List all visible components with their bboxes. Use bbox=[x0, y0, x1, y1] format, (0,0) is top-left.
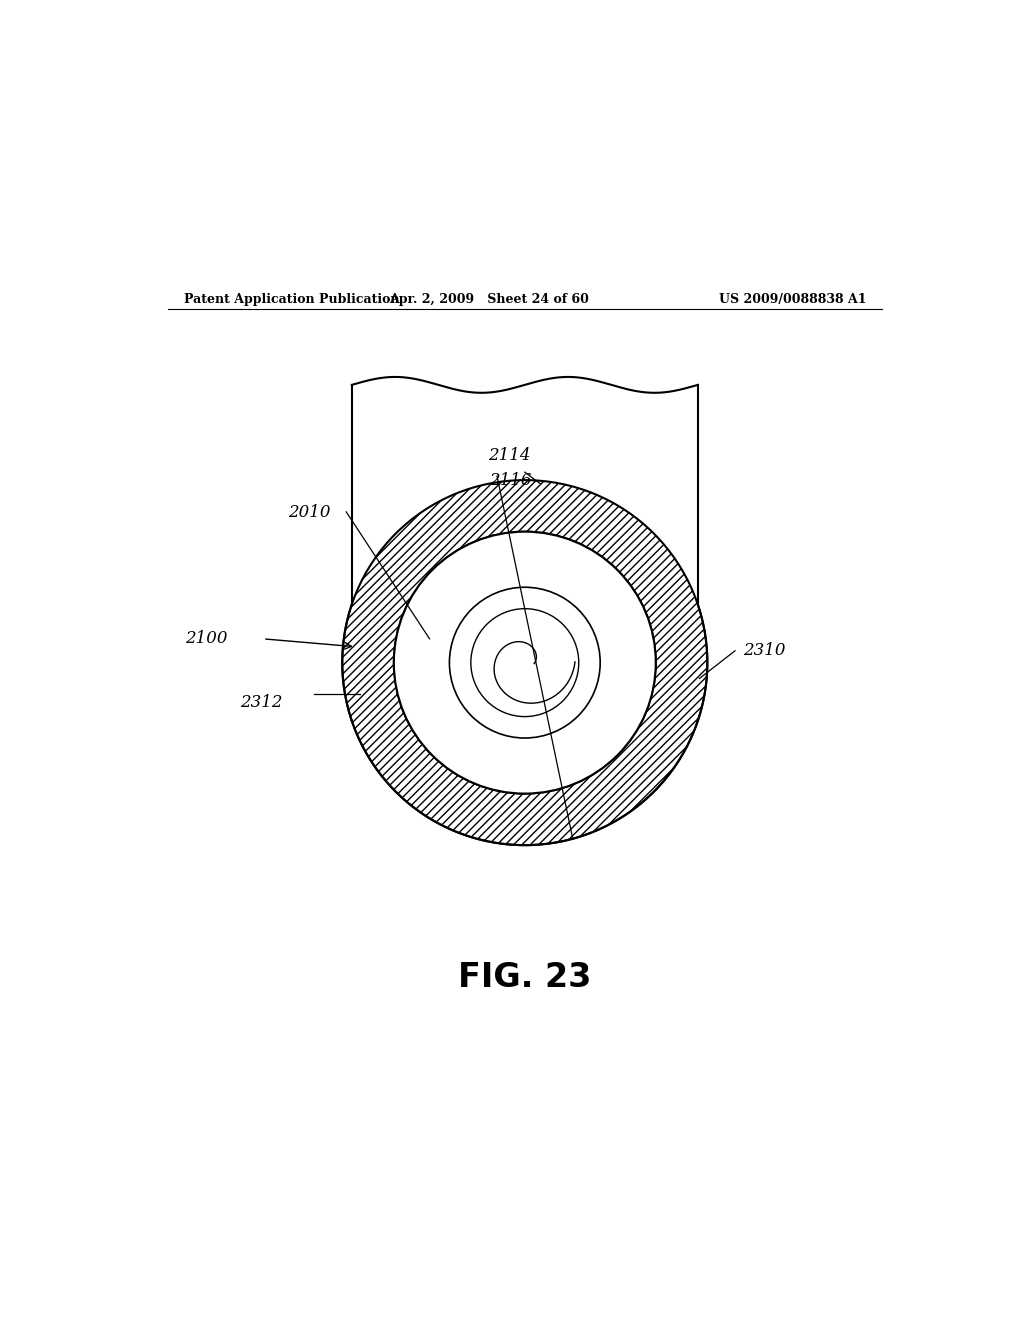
Text: Patent Application Publication: Patent Application Publication bbox=[183, 293, 399, 306]
Wedge shape bbox=[342, 480, 708, 845]
Circle shape bbox=[450, 587, 600, 738]
Text: FIG. 23: FIG. 23 bbox=[458, 961, 592, 994]
Text: 2116: 2116 bbox=[489, 473, 531, 490]
Text: 2010: 2010 bbox=[288, 504, 331, 521]
Text: Apr. 2, 2009   Sheet 24 of 60: Apr. 2, 2009 Sheet 24 of 60 bbox=[389, 293, 589, 306]
Text: 2114: 2114 bbox=[487, 447, 530, 465]
Text: 2100: 2100 bbox=[184, 631, 227, 647]
Text: US 2009/0088838 A1: US 2009/0088838 A1 bbox=[719, 293, 866, 306]
Circle shape bbox=[342, 480, 708, 845]
Circle shape bbox=[471, 609, 579, 717]
Text: 2310: 2310 bbox=[743, 643, 785, 659]
Circle shape bbox=[394, 532, 655, 793]
Text: 2312: 2312 bbox=[241, 694, 283, 710]
